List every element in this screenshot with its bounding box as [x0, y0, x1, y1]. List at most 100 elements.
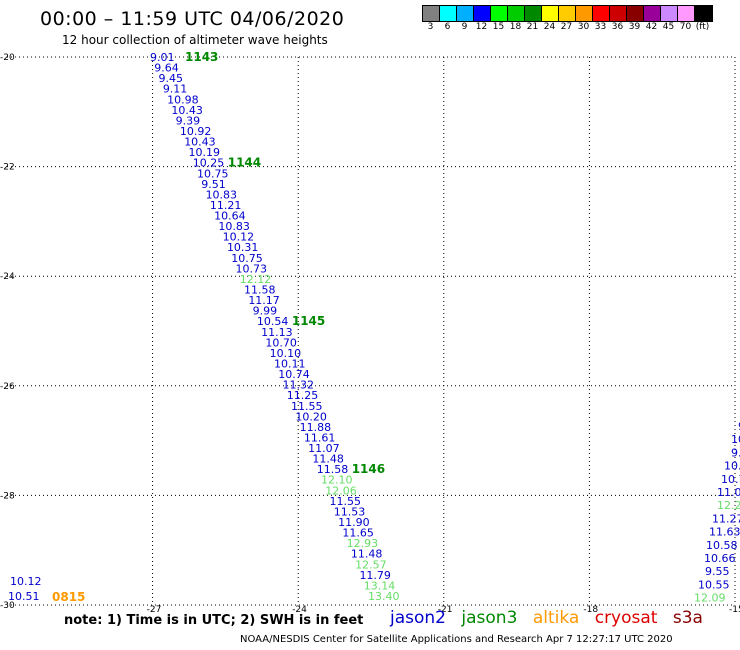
- swh-value: 10.66: [704, 552, 736, 565]
- swh-value: 11.88: [300, 421, 332, 434]
- swh-value: 12.09: [694, 592, 726, 605]
- swh-value: 12.57: [355, 558, 387, 571]
- lat-tick-label: -24: [0, 272, 15, 282]
- swh-value: 11.55: [330, 495, 362, 508]
- footer-credit: NOAA/NESDIS Center for Satellite Applica…: [240, 634, 673, 645]
- pass-time-label: 1144: [228, 156, 261, 170]
- units-note: note: 1) Time is in UTC; 2) SWH is in fe…: [64, 613, 364, 628]
- legend-label: 15: [492, 22, 505, 32]
- legend-label: 6: [444, 22, 451, 32]
- swh-value: 10.64: [214, 210, 246, 223]
- swh-value: 10.74: [278, 368, 310, 381]
- lon-tick-label: -24: [292, 605, 307, 615]
- swh-value: 10.75: [231, 252, 263, 265]
- swh-value: 11.27: [712, 512, 740, 525]
- satellite-cryosat: cryosat: [594, 608, 658, 628]
- satellite-s3a: s3a: [672, 608, 703, 628]
- legend-swatch: [661, 6, 678, 21]
- swh-value: 13.40: [368, 590, 400, 603]
- swh-value: 10.83: [206, 188, 238, 201]
- legend-swatch: [474, 6, 491, 21]
- legend-label: 9: [461, 22, 468, 32]
- legend-swatch: [508, 6, 525, 21]
- swh-value: 10.20: [295, 410, 327, 423]
- legend-label: 3: [427, 22, 434, 32]
- swh-value: 9.: [731, 446, 740, 459]
- swh-value: 10.25: [193, 157, 225, 170]
- lat-lon-grid: [7, 56, 736, 606]
- swh-value: 11.79: [359, 569, 391, 582]
- lat-tick-label: -28: [0, 491, 15, 501]
- swh-value: 11.58: [244, 284, 276, 297]
- swh-value: 10.7: [721, 473, 740, 486]
- legend-label: (ft): [695, 22, 710, 32]
- lon-tick-label: -21: [438, 605, 453, 615]
- left-track: 10.12 10.51 0815: [8, 575, 85, 604]
- swh-value: 9.51: [201, 178, 226, 191]
- legend-swatch: [644, 6, 661, 21]
- swh-value: 11.13: [261, 326, 293, 339]
- swh-value: 9.64: [154, 62, 179, 75]
- swh-value: 10.43: [184, 136, 216, 149]
- legend-swatch: [678, 6, 695, 21]
- pass-time-label: 1145: [292, 314, 325, 328]
- swh-value: 10.51: [8, 590, 40, 603]
- legend-swatch: [542, 6, 559, 21]
- swh-value: 9.11: [163, 83, 188, 96]
- swh-value: 9.01: [150, 51, 175, 64]
- swh-value: 11.65: [342, 527, 374, 540]
- legend-swatch: [576, 6, 593, 21]
- swh-value: 9: [738, 420, 740, 433]
- swh-value: 10.43: [171, 104, 203, 117]
- swh-value: 11.53: [334, 505, 366, 518]
- swh-value: 9.45: [159, 72, 184, 85]
- legend-swatch: [559, 6, 576, 21]
- swh-value: 9.99: [253, 305, 278, 318]
- swh-value: 12.12: [240, 273, 272, 286]
- right-track: 9109.10.10.711.012.211.2711.6310.5810.66…: [694, 420, 740, 605]
- legend-swatch: [593, 6, 610, 21]
- satellite-jason2: jason2: [390, 608, 446, 628]
- satellite-altika: altika: [532, 608, 580, 628]
- legend-label: 18: [509, 22, 522, 32]
- pass-time-label: 1143: [185, 50, 218, 64]
- legend-label: 42: [645, 22, 658, 32]
- page-subtitle: 12 hour collection of altimeter wave hei…: [62, 33, 328, 47]
- swh-value: 10.11: [274, 357, 306, 370]
- swh-value: 10.12: [223, 231, 255, 244]
- swh-value: 11.48: [312, 453, 344, 466]
- lon-tick-label: -18: [583, 605, 598, 615]
- swh-value: 11.21: [210, 199, 242, 212]
- swh-value: 10.55: [698, 578, 730, 591]
- color-scale-labels: 3 6 9 12 15 18 21 24 27 30 33 36 39 42 45 70 (ft): [422, 22, 711, 32]
- satellite-jason3: jason3: [461, 608, 518, 628]
- lat-tick-label: -26: [0, 382, 15, 392]
- swh-value: 10.12: [10, 575, 42, 588]
- swh-value: 10.54: [257, 315, 289, 328]
- legend-label: 24: [543, 22, 556, 32]
- legend-label: 12: [475, 22, 488, 32]
- legend-swatch: [440, 6, 457, 21]
- swh-value: 9.55: [705, 565, 730, 578]
- legend-label: 45: [662, 22, 675, 32]
- swh-value: 10.98: [167, 93, 199, 106]
- legend-swatch: [610, 6, 627, 21]
- legend-label: 70: [679, 22, 692, 32]
- legend-swatch: [457, 6, 474, 21]
- axis-labels: -27 -24 -21 -18 -15 -20 -22 -24 -26 -28 -30: [0, 53, 740, 615]
- lat-tick-label: -22: [0, 163, 15, 173]
- swh-value: 10.10: [270, 347, 302, 360]
- swh-value: 12.06: [325, 484, 357, 497]
- swh-value: 11.90: [338, 516, 370, 529]
- lat-tick-label: -20: [0, 53, 15, 63]
- swh-value: 12.93: [347, 537, 379, 550]
- swh-value: 9.39: [176, 114, 201, 127]
- swh-value: 11.63: [709, 526, 740, 539]
- legend-label: 30: [577, 22, 590, 32]
- pass-time-label: 1146: [352, 462, 385, 476]
- legend-label: 21: [526, 22, 539, 32]
- legend-label: 39: [628, 22, 641, 32]
- swh-value: 11.58: [317, 463, 349, 476]
- swh-value: 10: [731, 433, 740, 446]
